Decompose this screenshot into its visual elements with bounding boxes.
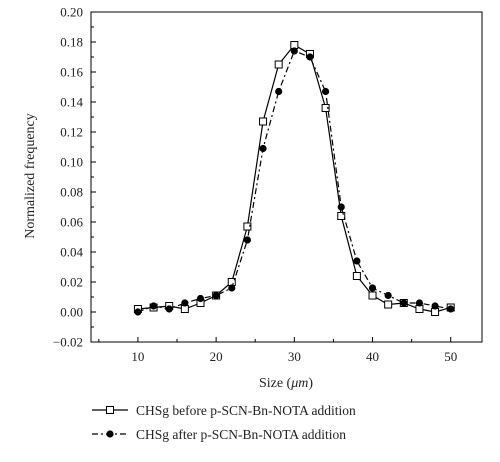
x-axis-title-suffix: ) [308, 376, 313, 391]
data-point-circle [415, 299, 424, 307]
data-point-circle [368, 284, 377, 292]
data-point-circle [165, 305, 173, 313]
data-point-circle [275, 87, 283, 96]
y-tick-label: 0.06 [60, 215, 83, 230]
data-point-circle [290, 47, 298, 55]
data-point-square [337, 212, 346, 220]
y-tick-label: 0.14 [60, 95, 83, 110]
data-point-circle [306, 53, 314, 61]
y-tick-label: 0.04 [60, 245, 83, 260]
series-before [133, 41, 455, 316]
data-point-square [384, 300, 393, 309]
data-point-square [321, 104, 330, 112]
data-point-circle [353, 257, 361, 265]
data-point-square [352, 272, 361, 280]
data-point-circle [259, 144, 267, 153]
y-tick-label: 0.10 [60, 155, 83, 170]
data-point-circle [181, 299, 189, 307]
data-point-circle [196, 294, 205, 303]
series-line [137, 50, 451, 313]
legend-label-after: CHSg after p-SCN-Bn-NOTA addition [136, 427, 346, 442]
legend-label-before: CHSg before p-SCN-Bn-NOTA addition [136, 403, 356, 418]
data-point-circle [400, 299, 408, 307]
y-tick-label: 0.20 [60, 5, 83, 20]
data-point-circle [337, 203, 345, 211]
legend-marker-open-square [106, 406, 114, 414]
data-point-circle [149, 302, 158, 310]
data-point-circle [322, 87, 330, 96]
y-tick-label: 0.12 [60, 125, 83, 140]
x-tick-label: 20 [210, 349, 223, 364]
axes: −0.02 0.00 0.02 0.04 0.06 0.08 0.10 0.12 0.14 0.1… [53, 5, 483, 364]
data-point-square [243, 222, 252, 231]
legend-marker-filled-circle [106, 430, 114, 438]
data-point-circle [243, 236, 251, 244]
data-point-circle [431, 302, 439, 310]
x-tick-label: 50 [444, 349, 457, 364]
data-point-square [368, 291, 377, 300]
data-point-square [259, 117, 268, 126]
x-tick-label: 10 [131, 349, 144, 364]
x-axis-title: Size (μm) [259, 376, 313, 391]
data-point-square [274, 60, 283, 69]
y-tick-label: 0.02 [60, 275, 83, 290]
y-axis-title: Normalized frequency [23, 113, 38, 239]
y-tick-label: 0.08 [60, 185, 83, 200]
legend-entry-after: CHSg after p-SCN-Bn-NOTA addition [92, 427, 346, 442]
data-point-circle [384, 291, 392, 300]
x-axis-title-prefix: Size ( [259, 376, 292, 391]
series-layer [133, 41, 455, 316]
series-line [137, 44, 451, 313]
x-tick-label: 30 [288, 349, 301, 364]
data-point-circle [212, 291, 220, 300]
data-point-circle [447, 305, 455, 313]
legend-entry-before: CHSg before p-SCN-Bn-NOTA addition [92, 403, 356, 418]
y-tick-label: −0.02 [53, 335, 83, 350]
y-tick-label: 0.18 [60, 35, 83, 50]
x-axis-title-unit: μm [290, 376, 308, 391]
series-after [134, 47, 455, 316]
data-point-circle [228, 284, 236, 292]
data-point-circle [134, 308, 142, 316]
legend: CHSg before p-SCN-Bn-NOTA addition CHSg … [92, 403, 356, 442]
y-tick-label: 0.00 [60, 305, 83, 320]
plot-frame [90, 11, 483, 343]
y-tick-label: 0.16 [60, 65, 83, 80]
x-tick-label: 40 [366, 349, 379, 364]
